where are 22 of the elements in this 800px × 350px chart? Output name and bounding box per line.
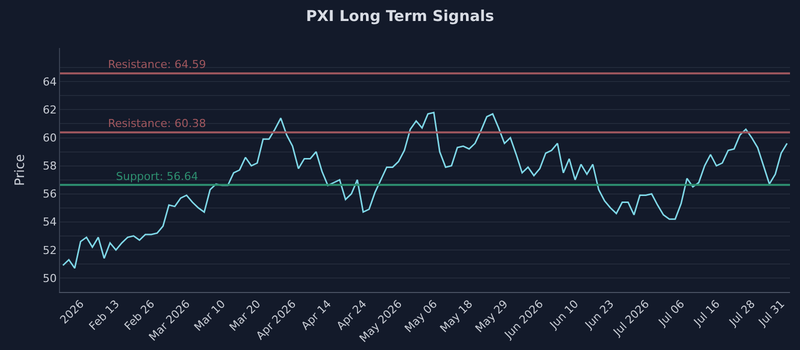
ref-line-label: Resistance: 60.38: [108, 117, 206, 130]
x-tick-label: Jul 31: [756, 298, 788, 330]
x-tick-label: Feb 13: [86, 298, 122, 333]
ref-line-label: Support: 56.64: [116, 170, 198, 183]
ref-line-label: Resistance: 64.59: [108, 58, 206, 71]
y-tick-label: 54: [42, 216, 57, 229]
y-tick-label: 50: [42, 272, 57, 285]
x-tick-label: Jul 06: [655, 298, 688, 330]
x-tick-label: Apr 14: [298, 298, 334, 333]
x-tick-label: Jul 16: [690, 298, 722, 330]
line-series: [62, 112, 788, 269]
y-axis-title: Price: [13, 154, 28, 186]
y-tick-label: 56: [42, 188, 57, 201]
y-tick-label: 60: [42, 132, 57, 145]
y-tick-label: 52: [42, 244, 57, 257]
y-tick-label: 62: [42, 104, 57, 117]
y-tick-label: 58: [42, 160, 57, 173]
x-tick-label: Jul 28: [726, 298, 758, 330]
x-tick-label: Mar 10: [192, 298, 228, 334]
chart-title: PXI Long Term Signals: [306, 7, 494, 25]
y-tick-label: 64: [42, 76, 57, 89]
x-tick-label: Jun 10: [546, 298, 582, 332]
